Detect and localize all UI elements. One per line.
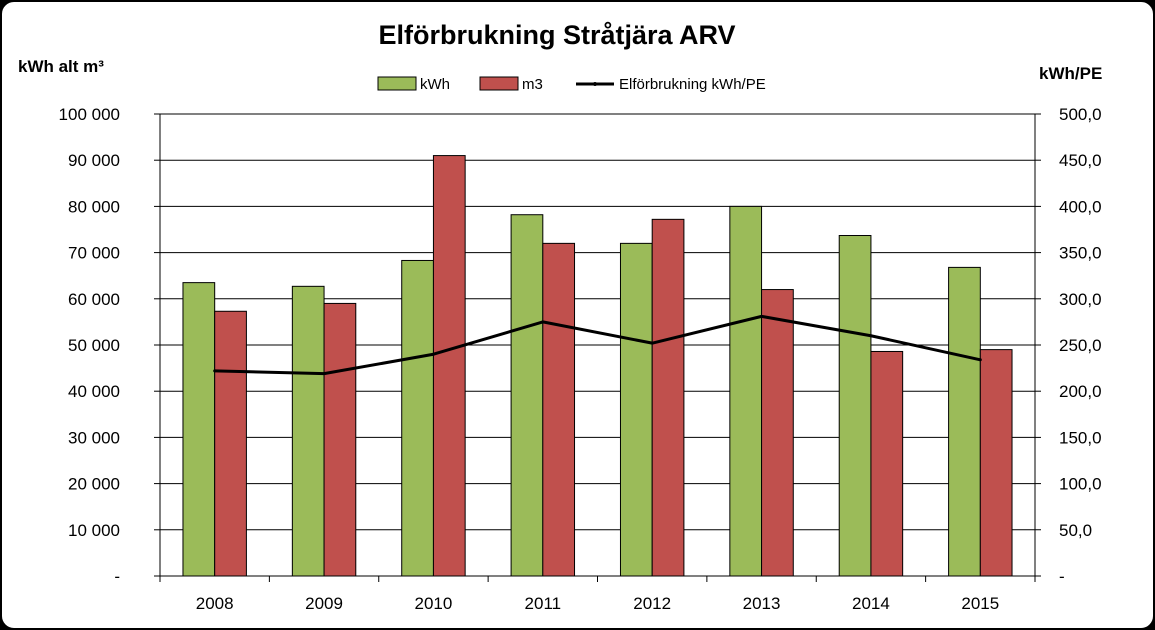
- legend-label: kWh: [420, 76, 450, 93]
- bar-kwh-2008: [182, 282, 216, 577]
- left-tick-label: 80 000: [68, 197, 120, 216]
- x-tick-label: 2015: [961, 594, 999, 613]
- right-tick-label: 100,0: [1059, 475, 1102, 494]
- x-tick-label: 2009: [305, 594, 343, 613]
- line-point: [978, 358, 982, 362]
- right-tick-label: 150,0: [1059, 428, 1102, 447]
- chart-title: Elförbrukning Stråtjära ARV: [378, 20, 735, 50]
- legend-swatch-m3: [479, 76, 519, 91]
- legend: kWh m3 Elförbrukning kWh/PE: [377, 76, 766, 93]
- right-tick-label: -: [1059, 567, 1065, 586]
- left-tick-label: 100 000: [59, 105, 120, 124]
- right-tick-label: 300,0: [1059, 290, 1102, 309]
- left-axis-title: kWh alt m³: [18, 57, 104, 76]
- bar-m3-2013: [761, 289, 794, 577]
- left-tick-label: 10 000: [68, 521, 120, 540]
- bar-kwh-2012: [619, 242, 653, 577]
- line-point: [541, 320, 545, 324]
- legend-line-marker: [593, 82, 597, 86]
- bar-m3-2010: [432, 155, 466, 577]
- right-axis-title: kWh/PE: [1039, 64, 1102, 83]
- right-tick-label: 200,0: [1059, 382, 1102, 401]
- plot-area: - - 10 000 50,0 20 000 100,0 30 000 150,0 40 000…: [59, 105, 1102, 613]
- bar-m3-2014: [870, 350, 904, 577]
- line-point: [869, 334, 873, 338]
- left-tick-label: 20 000: [68, 475, 120, 494]
- left-tick-label: 40 000: [68, 382, 120, 401]
- bar-kwh-2010: [401, 259, 434, 577]
- line-point: [213, 369, 217, 373]
- x-tick-label: 2010: [415, 594, 453, 613]
- left-tick-label: 30 000: [68, 428, 120, 447]
- x-tick-label: 2011: [525, 594, 562, 613]
- x-tick-label: 2008: [196, 594, 234, 613]
- right-tick-label: 50,0: [1059, 521, 1092, 540]
- right-tick-label: 350,0: [1059, 244, 1102, 263]
- legend-label: m3: [522, 76, 543, 93]
- right-tick-label: 400,0: [1059, 197, 1102, 216]
- bar-kwh-2015: [948, 266, 981, 577]
- left-tick-label: 60 000: [68, 290, 120, 309]
- left-tick-label: 90 000: [68, 151, 120, 170]
- x-tick-label: 2012: [633, 594, 671, 613]
- bar-m3-2015: [979, 349, 1013, 577]
- bar-kwh-2014: [838, 235, 872, 577]
- bar-kwh-2011: [510, 214, 544, 577]
- right-tick-label: 500,0: [1059, 105, 1102, 124]
- line-series-kwh-per-pe: [214, 314, 981, 376]
- bar-m3-2011: [542, 242, 576, 577]
- right-tick-label: 450,0: [1059, 151, 1102, 170]
- line-point: [322, 372, 326, 376]
- bar-m3-2008: [214, 310, 247, 577]
- bar-kwh-2009: [291, 285, 325, 577]
- legend-label: Elförbrukning kWh/PE: [619, 76, 766, 93]
- line-point: [650, 341, 654, 345]
- bar-m3-2009: [323, 302, 357, 577]
- x-tick-label: 2013: [743, 594, 781, 613]
- right-tick-label: 250,0: [1059, 336, 1102, 355]
- left-tick-label: -: [114, 567, 120, 586]
- bar-m3-2012: [651, 218, 685, 577]
- line-point: [431, 352, 435, 356]
- x-tick-label: 2014: [852, 594, 890, 613]
- line-point: [760, 314, 764, 318]
- left-tick-label: 50 000: [68, 336, 120, 355]
- legend-swatch-kwh: [377, 76, 417, 91]
- bar-kwh-2013: [729, 205, 763, 577]
- left-tick-label: 70 000: [68, 244, 120, 263]
